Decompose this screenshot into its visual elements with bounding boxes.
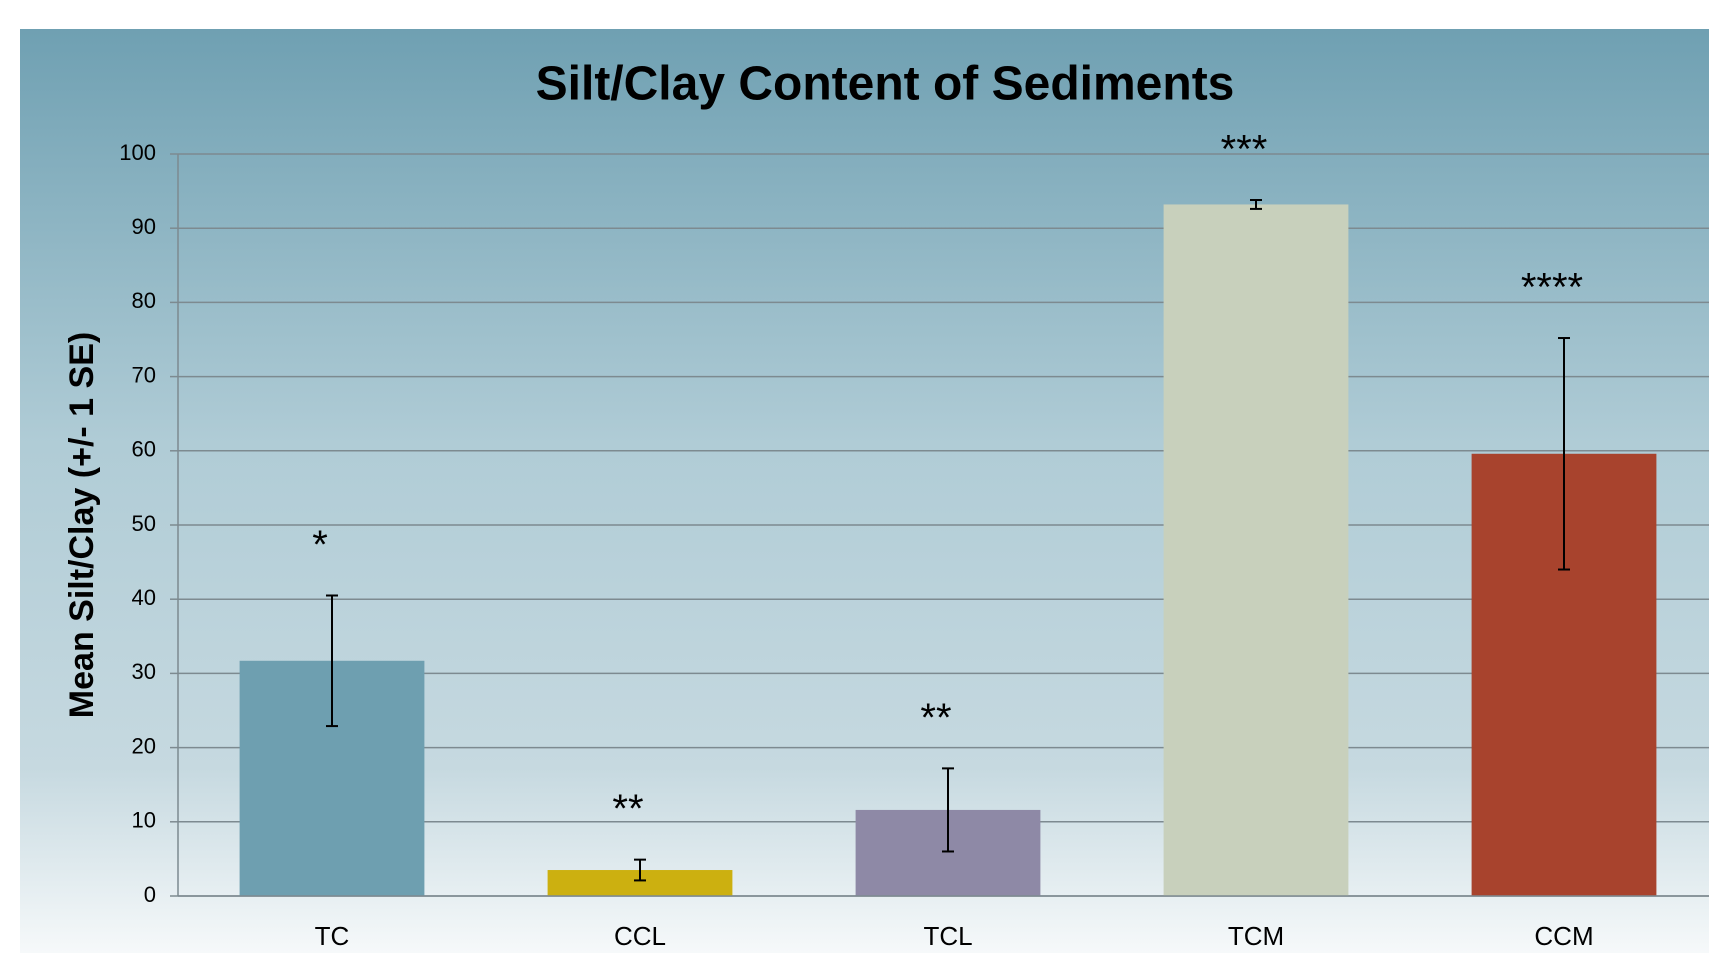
y-tick-label: 70 bbox=[132, 362, 156, 387]
y-tick-label: 90 bbox=[132, 214, 156, 239]
x-tick-label: TCL bbox=[923, 921, 972, 951]
annotation: ** bbox=[920, 696, 951, 740]
y-tick-label: 40 bbox=[132, 585, 156, 610]
x-tick-label: TC bbox=[315, 921, 350, 951]
x-tick-label: TCM bbox=[1228, 921, 1284, 951]
y-tick-label: 30 bbox=[132, 659, 156, 684]
annotation: *** bbox=[1221, 128, 1268, 172]
y-tick-label: 80 bbox=[132, 288, 156, 313]
y-tick-label: 20 bbox=[132, 733, 156, 758]
y-axis-label: Mean Silt/Clay (+/- 1 SE) bbox=[63, 332, 101, 718]
annotation: **** bbox=[1521, 266, 1583, 310]
x-tick-label: CCL bbox=[614, 921, 666, 951]
y-tick-label: 0 bbox=[144, 882, 156, 907]
bar bbox=[1163, 204, 1349, 896]
chart-title: Silt/Clay Content of Sediments bbox=[536, 58, 1235, 111]
y-tick-label: 60 bbox=[132, 437, 156, 462]
y-tick-label: 50 bbox=[132, 511, 156, 536]
y-tick-label: 100 bbox=[119, 140, 156, 165]
y-tick-label: 10 bbox=[132, 808, 156, 833]
x-tick-label: CCM bbox=[1534, 921, 1593, 951]
annotation: * bbox=[312, 523, 328, 567]
annotation: ** bbox=[612, 787, 643, 831]
